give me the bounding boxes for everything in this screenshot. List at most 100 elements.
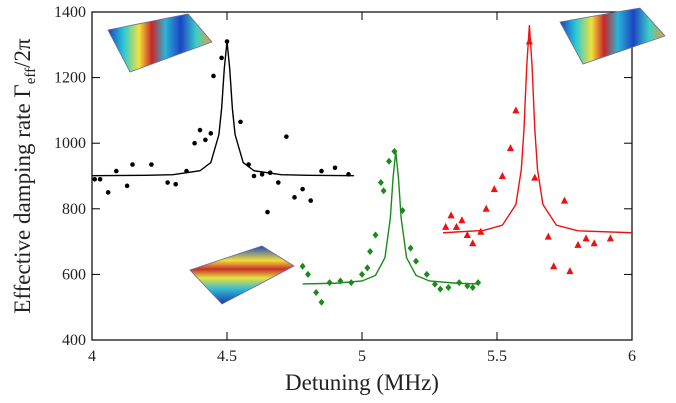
data-point: [469, 284, 476, 292]
data-point: [308, 198, 314, 203]
data-point: [284, 134, 289, 139]
data-point: [276, 180, 281, 185]
data-point: [184, 168, 189, 174]
y-label-sub: eff: [23, 68, 39, 84]
data-point: [211, 73, 216, 79]
data-point: [407, 244, 414, 252]
data-point: [192, 140, 197, 146]
data-point: [445, 284, 452, 292]
data-point: [452, 222, 461, 230]
y-tick-label: 400: [62, 332, 86, 349]
data-point: [259, 172, 265, 177]
data-point: [463, 231, 471, 239]
data-point: [224, 39, 230, 44]
data-point: [525, 37, 533, 45]
data-point: [97, 176, 103, 182]
data-point: [238, 119, 243, 125]
data-point: [550, 262, 558, 270]
data-point: [498, 172, 506, 179]
data-point: [305, 270, 311, 278]
y-label-main: Effective damping rate Γ: [10, 84, 35, 313]
data-point: [531, 173, 539, 181]
data-point: [337, 277, 344, 285]
y-tick-label: 1400: [54, 4, 86, 21]
data-point: [566, 267, 574, 275]
data-point: [92, 176, 97, 182]
data-point: [359, 270, 365, 278]
data-point: [380, 187, 387, 195]
data-point: [423, 270, 430, 278]
mode-inset: [189, 245, 295, 305]
data-point: [469, 239, 477, 247]
data-point: [165, 180, 170, 185]
x-tick-label: 4: [88, 348, 96, 365]
data-point: [265, 209, 270, 215]
data-point: [300, 186, 305, 192]
data-point: [399, 206, 406, 214]
data-point: [560, 196, 569, 204]
data-point: [318, 298, 325, 306]
data-point: [313, 288, 320, 296]
data-point: [251, 173, 257, 179]
data-point: [437, 285, 444, 293]
data-point: [332, 165, 338, 171]
data-point: [173, 181, 178, 187]
data-point: [348, 279, 355, 287]
data-point: [377, 179, 384, 187]
data-point: [246, 162, 251, 167]
data-point: [413, 257, 419, 265]
data-point: [299, 262, 306, 270]
fit-line: [442, 25, 633, 234]
data-point: [442, 222, 450, 230]
data-point: [105, 190, 111, 195]
data-point: [372, 231, 379, 239]
data-point: [490, 185, 498, 193]
x-tick-label: 6: [628, 348, 636, 365]
data-point: [364, 264, 371, 272]
data-point: [464, 282, 471, 290]
mode-inset: [107, 13, 213, 73]
data-point: [197, 127, 203, 133]
data-point: [482, 204, 490, 212]
y-label-tail: /2π: [10, 38, 35, 68]
x-tick-label: 5.5: [487, 348, 507, 365]
y-axis-label: Effective damping rate Γeff/2π: [10, 38, 39, 314]
x-tick-label: 4.5: [217, 348, 237, 365]
data-point: [219, 55, 224, 61]
data-point: [114, 168, 119, 174]
y-tick-label: 600: [62, 266, 86, 283]
plot-area: 4 4.5 5 5.5 6 400 600 800 1000 1200 1400: [54, 4, 636, 365]
y-tick-label: 800: [62, 201, 86, 218]
data-point: [512, 106, 520, 114]
data-point: [326, 279, 333, 287]
data-point: [458, 216, 466, 224]
x-tick-label: 5: [358, 348, 366, 365]
data-point: [346, 172, 351, 177]
data-point: [477, 227, 485, 235]
data-point: [367, 247, 374, 255]
x-axis-label: Detuning (MHz): [285, 370, 439, 395]
data-point: [506, 144, 515, 152]
data-point: [447, 211, 455, 219]
y-tick-label: 1000: [54, 135, 86, 152]
data-point: [292, 195, 297, 200]
y-tick-label: 1200: [54, 70, 86, 87]
data-point: [590, 239, 598, 247]
data-point: [267, 170, 273, 176]
data-point: [582, 234, 590, 242]
data-point: [431, 280, 438, 288]
data-point: [149, 162, 154, 167]
data-point: [475, 279, 482, 287]
data-point: [574, 240, 582, 248]
mode-inset: [559, 7, 666, 65]
data-point: [130, 162, 135, 167]
data-point: [319, 168, 324, 174]
data-point: [386, 157, 392, 165]
data-point: [203, 137, 208, 143]
data-point: [124, 183, 130, 189]
data-point: [391, 147, 398, 155]
data-point: [456, 279, 463, 287]
data-point: [606, 234, 614, 242]
